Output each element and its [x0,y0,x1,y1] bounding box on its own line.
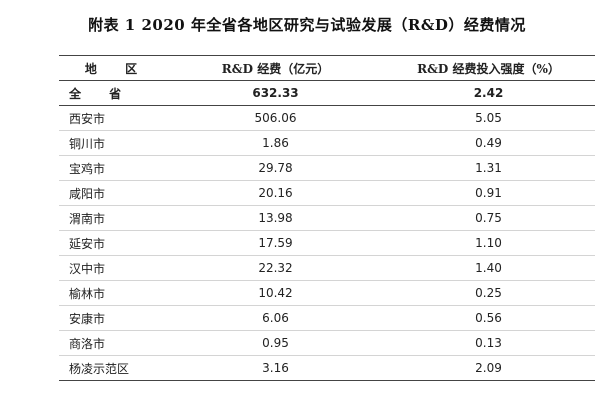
intensity-cell: 1.40 [382,255,595,281]
funding-cell: 13.98 [169,205,382,231]
funding-cell: 29.78 [169,155,382,181]
header-row: 地 区 R&D 经费（亿元） R&D 经费投入强度（%） [59,55,595,81]
funding-cell: 632.33 [169,80,382,106]
table-row: 商洛市 0.95 0.13 [59,330,595,356]
funding-cell: 22.32 [169,255,382,281]
table-row: 杨凌示范区 3.16 2.09 [59,355,595,381]
intensity-cell: 0.75 [382,205,595,231]
intensity-cell: 0.25 [382,280,595,306]
table-row: 安康市 6.06 0.56 [59,305,595,331]
table-row: 铜川市 1.86 0.49 [59,130,595,156]
region-cell: 西安市 [59,105,169,131]
funding-cell: 6.06 [169,305,382,331]
intensity-cell: 0.56 [382,305,595,331]
funding-cell: 10.42 [169,280,382,306]
region-cell: 咸阳市 [59,180,169,206]
header-region: 地 区 [59,55,169,81]
intensity-cell: 2.42 [382,80,595,106]
intensity-cell: 1.10 [382,230,595,256]
funding-cell: 3.16 [169,355,382,381]
table-row: 渭南市 13.98 0.75 [59,205,595,231]
table-title: 附表 1 2020 年全省各地区研究与试验发展（R&D）经费情况 [88,16,526,34]
table-row: 延安市 17.59 1.10 [59,230,595,256]
region-cell: 渭南市 [59,205,169,231]
region-cell: 全 省 [59,80,169,106]
table-row: 榆林市 10.42 0.25 [59,280,595,306]
table-row-total: 全 省 632.33 2.42 [59,80,595,106]
region-cell: 杨凌示范区 [59,355,169,381]
intensity-cell: 0.91 [382,180,595,206]
region-cell: 汉中市 [59,255,169,281]
rd-funding-table: 地 区 R&D 经费（亿元） R&D 经费投入强度（%） 全 省 632.33 2.… [59,55,595,381]
table-row: 西安市 506.06 5.05 [59,105,595,131]
funding-cell: 0.95 [169,330,382,356]
header-intensity: R&D 经费投入强度（%） [382,55,595,81]
intensity-cell: 0.49 [382,130,595,156]
intensity-cell: 5.05 [382,105,595,131]
intensity-cell: 0.13 [382,330,595,356]
region-cell: 延安市 [59,230,169,256]
table-row: 汉中市 22.32 1.40 [59,255,595,281]
intensity-cell: 1.31 [382,155,595,181]
table-row: 宝鸡市 29.78 1.31 [59,155,595,181]
table-row: 咸阳市 20.16 0.91 [59,180,595,206]
funding-cell: 20.16 [169,180,382,206]
region-cell: 商洛市 [59,330,169,356]
intensity-cell: 2.09 [382,355,595,381]
funding-cell: 1.86 [169,130,382,156]
region-cell: 安康市 [59,305,169,331]
header-funding: R&D 经费（亿元） [169,55,382,81]
region-cell: 宝鸡市 [59,155,169,181]
funding-cell: 17.59 [169,230,382,256]
region-cell: 榆林市 [59,280,169,306]
region-cell: 铜川市 [59,130,169,156]
funding-cell: 506.06 [169,105,382,131]
